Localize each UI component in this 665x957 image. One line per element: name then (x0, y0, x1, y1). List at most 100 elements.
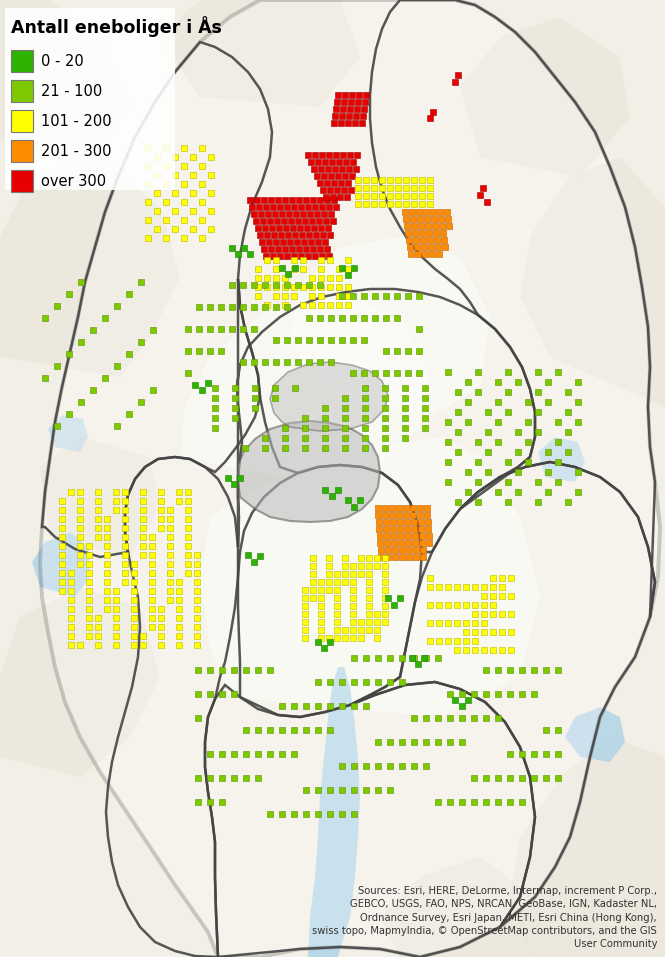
Bar (405, 540, 411, 546)
Bar (495, 489, 501, 495)
Bar (416, 326, 422, 332)
Bar (208, 190, 214, 196)
Bar (392, 547, 398, 553)
Bar (149, 534, 155, 540)
Bar (262, 225, 268, 231)
Bar (291, 253, 297, 259)
Bar (95, 516, 101, 522)
Bar (480, 185, 486, 191)
Bar (104, 534, 110, 540)
Bar (310, 246, 316, 252)
Bar (317, 197, 323, 203)
Bar (158, 633, 164, 639)
Bar (382, 603, 388, 609)
Bar (140, 534, 146, 540)
Bar (279, 727, 285, 733)
Bar (385, 547, 391, 553)
Bar (322, 159, 328, 165)
Bar (185, 348, 191, 354)
Bar (362, 415, 368, 421)
Bar (309, 275, 315, 281)
Bar (383, 293, 389, 299)
Bar (575, 419, 581, 425)
Bar (455, 409, 461, 415)
Polygon shape (40, 437, 160, 557)
Bar (195, 691, 201, 697)
Bar (86, 561, 92, 567)
Bar (264, 257, 270, 263)
Bar (375, 787, 381, 793)
Bar (406, 554, 412, 560)
Bar (77, 642, 83, 648)
Bar (351, 703, 357, 709)
Bar (465, 489, 471, 495)
Bar (499, 575, 505, 581)
Bar (427, 237, 433, 243)
Bar (318, 595, 324, 601)
Bar (212, 385, 218, 391)
Bar (329, 159, 335, 165)
Bar (322, 415, 328, 421)
Polygon shape (180, 297, 430, 477)
Bar (382, 385, 388, 391)
Bar (360, 113, 366, 119)
Bar (339, 265, 345, 271)
Bar (565, 449, 571, 455)
Bar (309, 218, 315, 224)
Bar (194, 552, 200, 558)
Bar (416, 209, 422, 215)
Bar (389, 505, 395, 511)
Bar (289, 246, 295, 252)
Bar (219, 751, 225, 757)
Bar (351, 679, 357, 685)
Bar (455, 449, 461, 455)
Bar (463, 638, 469, 644)
Bar (312, 204, 318, 210)
Bar (565, 389, 571, 395)
Bar (167, 579, 173, 585)
Text: 201 - 300: 201 - 300 (41, 144, 112, 159)
Bar (154, 208, 160, 214)
Bar (416, 348, 422, 354)
Bar (399, 763, 405, 769)
Bar (114, 423, 120, 429)
Bar (353, 166, 359, 172)
Bar (412, 540, 418, 546)
Bar (301, 239, 307, 245)
Bar (114, 363, 120, 369)
Bar (336, 266, 342, 272)
Bar (66, 351, 72, 357)
Bar (66, 291, 72, 297)
Bar (535, 429, 541, 435)
Bar (315, 239, 321, 245)
Bar (176, 579, 182, 585)
Bar (302, 587, 308, 593)
Bar (295, 337, 301, 343)
Bar (322, 435, 328, 441)
Bar (90, 387, 96, 393)
Bar (545, 379, 551, 385)
Bar (342, 405, 348, 411)
Bar (327, 275, 333, 281)
Bar (445, 369, 451, 375)
Bar (333, 152, 339, 158)
Bar (387, 177, 393, 183)
Bar (86, 615, 92, 621)
Bar (445, 584, 451, 590)
Bar (350, 595, 356, 601)
Bar (231, 481, 237, 487)
Bar (372, 370, 378, 376)
Bar (243, 667, 249, 673)
Bar (259, 239, 265, 245)
Bar (447, 799, 453, 805)
Bar (418, 223, 424, 229)
Bar (435, 799, 441, 805)
Bar (423, 763, 429, 769)
Bar (181, 163, 187, 169)
Bar (342, 563, 348, 569)
Bar (475, 369, 481, 375)
Bar (385, 595, 391, 601)
Bar (90, 327, 96, 333)
Bar (485, 469, 491, 475)
Bar (454, 620, 460, 626)
